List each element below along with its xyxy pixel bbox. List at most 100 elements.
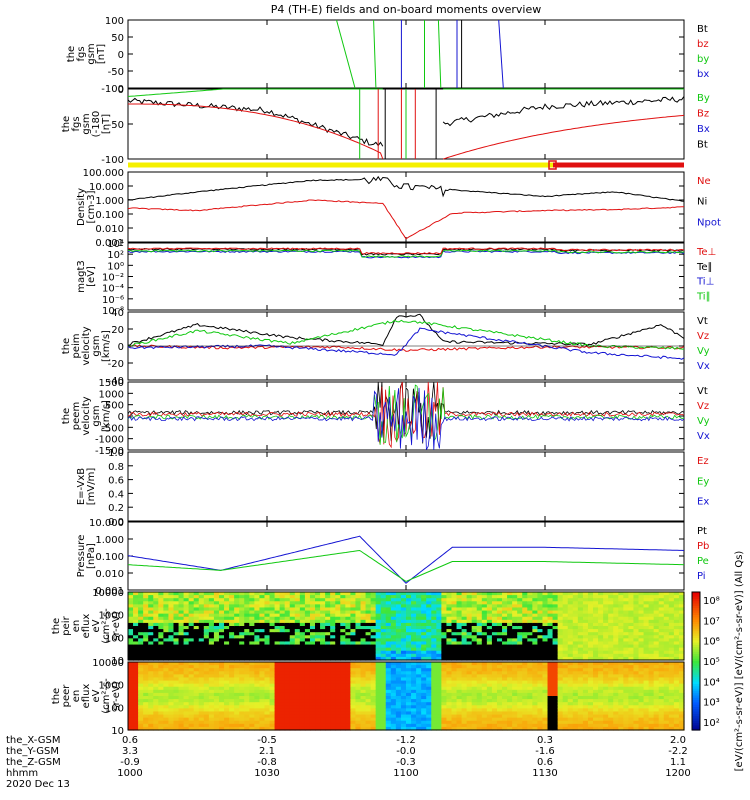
peer-spectrogram-cell [582, 683, 589, 688]
peer-spectrogram-cell [350, 662, 357, 666]
peir-spectrogram-cell [678, 601, 685, 605]
peir-spectrogram-cell [587, 644, 594, 649]
peer-spectrogram-cell [562, 699, 569, 703]
peer-spectrogram-cell [522, 717, 528, 722]
peer-spectrogram-cell [153, 680, 159, 685]
peir-spectrogram-cell [294, 647, 301, 652]
peir-spectrogram-cell [517, 592, 523, 596]
peir-spectrogram-cell [547, 626, 554, 630]
peer-spectrogram-cell [431, 692, 437, 697]
peir-spectrogram-cell [527, 644, 533, 649]
peer-spectrogram-cell [198, 714, 205, 719]
peir-spectrogram-cell [648, 622, 655, 627]
peer-spectrogram-cell [593, 714, 599, 719]
peer-spectrogram-cell [451, 668, 458, 672]
peir-spectrogram-cell [400, 610, 407, 615]
peir-spectrogram-cell [522, 616, 528, 621]
peir-spectrogram-cell [330, 622, 336, 627]
peir-spectrogram-cell [663, 616, 670, 621]
peer-spectrogram-cell [476, 689, 483, 694]
peir-spectrogram-cell [638, 622, 645, 627]
peer-spectrogram-cell [512, 686, 518, 691]
peer-spectrogram-cell [370, 717, 377, 722]
peir-spectrogram-cell [451, 647, 458, 652]
panel-frame-density [127, 171, 685, 243]
peer-spectrogram-cell [628, 671, 635, 675]
peer-spectrogram-cell [441, 714, 448, 719]
peer-spectrogram-cell [340, 692, 346, 697]
peir-spectrogram-cell [411, 595, 417, 599]
peer-spectrogram-cell [446, 689, 453, 694]
peir-spectrogram-cell [309, 592, 316, 596]
peer-spectrogram-cell [406, 662, 412, 666]
peir-spectrogram-cell [658, 592, 665, 596]
peir-spectrogram-cell [350, 635, 357, 639]
peir-spectrogram-cell [436, 638, 442, 643]
peir-spectrogram-cell [143, 610, 149, 615]
peir-spectrogram-cell [395, 626, 402, 630]
peer-spectrogram-cell [304, 696, 311, 700]
peir-spectrogram-cell [315, 595, 321, 599]
ytick-label-fgs: -100 [101, 84, 124, 95]
peer-spectrogram-cell [229, 689, 235, 694]
peer-spectrogram-cell [163, 689, 170, 694]
peir-spectrogram-cell [471, 613, 478, 618]
peer-spectrogram-cell [315, 680, 321, 685]
peir-spectrogram-cell [673, 601, 680, 605]
peir-spectrogram-cell [582, 592, 589, 596]
peir-spectrogram-cell [244, 616, 250, 621]
peir-spectrogram-cell [143, 632, 149, 636]
peer-spectrogram-cell [587, 723, 594, 728]
peir-spectrogram-cell [244, 632, 250, 636]
peer-spectrogram-cell [158, 674, 164, 679]
peir-spectrogram-cell [163, 595, 170, 599]
peer-spectrogram-cell [527, 683, 533, 688]
peer-spectrogram-cell [562, 720, 569, 725]
peir-spectrogram-cell [502, 607, 508, 612]
peir-spectrogram-cell [304, 632, 311, 636]
peir-spectrogram-cell [254, 635, 261, 639]
peer-spectrogram-cell [542, 699, 549, 703]
peir-spectrogram-cell [224, 604, 230, 609]
peir-spectrogram-cell [158, 650, 164, 655]
peir-spectrogram-cell [193, 592, 200, 596]
peer-spectrogram-cell [421, 662, 427, 666]
peir-spectrogram-cell [304, 626, 311, 630]
peer-spectrogram-cell [269, 668, 276, 672]
peer-spectrogram-cell [128, 674, 134, 679]
peir-spectrogram-cell [628, 595, 635, 599]
peir-spectrogram-cell [628, 653, 635, 658]
peir-spectrogram-cell [461, 601, 468, 605]
peir-spectrogram-cell [491, 641, 498, 646]
peir-spectrogram-cell [643, 653, 650, 658]
peer-spectrogram-cell [491, 668, 498, 672]
peir-spectrogram-cell [395, 601, 402, 605]
peer-spectrogram-cell [400, 723, 407, 728]
peir-spectrogram-cell [350, 607, 357, 612]
peir-spectrogram-cell [173, 598, 180, 602]
peer-spectrogram-cell [163, 671, 170, 675]
peir-spectrogram-cell [299, 613, 306, 618]
peer-spectrogram-cell [294, 689, 301, 694]
peir-spectrogram-cell [446, 595, 453, 599]
peir-spectrogram-cell [668, 644, 675, 649]
peir-spectrogram-cell [158, 610, 164, 615]
peir-spectrogram-cell [461, 632, 468, 636]
peer-spectrogram-cell [416, 686, 422, 691]
peir-spectrogram-cell [309, 641, 316, 646]
peir-spectrogram-cell [608, 619, 614, 624]
peir-spectrogram-cell [299, 644, 306, 649]
peer-spectrogram-cell [229, 671, 235, 675]
peer-spectrogram-cell [148, 674, 154, 679]
peer-spectrogram-cell [572, 668, 579, 672]
peir-spectrogram-cell [537, 650, 544, 655]
peir-spectrogram-cell [128, 632, 134, 636]
peir-spectrogram-cell [198, 638, 205, 643]
peir-spectrogram-cell [593, 638, 599, 643]
peir-spectrogram-cell [481, 598, 488, 602]
peir-spectrogram-cell [274, 598, 281, 602]
peir-spectrogram-cell [330, 592, 336, 596]
peir-spectrogram-cell [547, 619, 554, 624]
peir-spectrogram-cell [542, 641, 549, 646]
peir-spectrogram-cell [491, 629, 498, 633]
